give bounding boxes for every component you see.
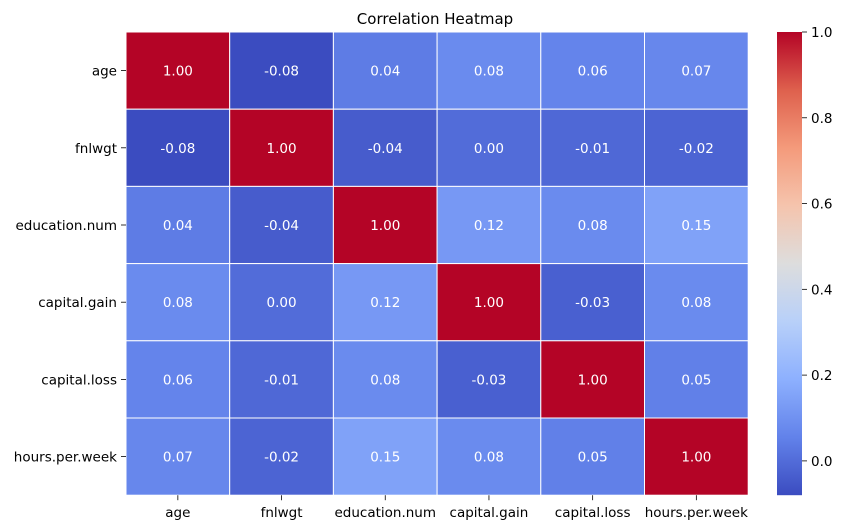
cell-value-label: 0.15 xyxy=(370,450,400,466)
colorbar-tick-label: 0.2 xyxy=(811,368,832,384)
heatmap-cell xyxy=(332,263,438,342)
heatmap-cell xyxy=(436,263,542,342)
cell-value-label: 0.08 xyxy=(474,64,504,80)
x-tick-label: age xyxy=(165,505,190,521)
cell-value-label: 1.00 xyxy=(267,141,297,157)
cell-value-label: 0.07 xyxy=(163,450,193,466)
cell-value-label: 1.00 xyxy=(681,450,711,466)
cell-value-label: 0.08 xyxy=(681,295,711,311)
x-tick-label: hours.per.week xyxy=(645,505,748,521)
heatmap-cell xyxy=(436,340,542,419)
heatmap-cell xyxy=(540,340,645,419)
cell-value-label: 0.04 xyxy=(163,218,193,234)
heatmap-cell xyxy=(125,263,231,342)
cell-value-label: 1.00 xyxy=(578,372,608,388)
x-axis-tick-labels: age fnlwgt education.num capital.gain capita… xyxy=(165,495,748,521)
heatmap-cell xyxy=(229,263,334,342)
y-tick-label: age xyxy=(92,64,117,80)
x-tick-label: education.num xyxy=(334,505,436,521)
heatmap-cell xyxy=(125,31,231,110)
cell-value-label: 0.08 xyxy=(163,295,193,311)
cell-value-label: 0.08 xyxy=(474,450,504,466)
cell-value-label: 0.06 xyxy=(578,64,608,80)
colorbar-tick-label: 0.6 xyxy=(811,197,832,213)
heatmap-cell xyxy=(229,31,334,110)
cell-value-label: 1.00 xyxy=(370,218,400,234)
cell-value-label: -0.03 xyxy=(471,372,506,388)
cell-value-label: -0.08 xyxy=(264,64,299,80)
heatmap-cell xyxy=(436,31,542,110)
chart-title: Correlation Heatmap xyxy=(357,10,513,28)
cell-value-label: -0.02 xyxy=(679,141,714,157)
y-axis-tick-labels: age fnlwgt education.num capital.gain capita… xyxy=(14,64,126,466)
cell-value-label: -0.01 xyxy=(575,141,610,157)
cell-value-label: 1.00 xyxy=(474,295,504,311)
cell-value-label: -0.08 xyxy=(160,141,195,157)
heatmap-cell xyxy=(644,263,749,342)
heatmap-cell xyxy=(644,31,749,110)
cell-value-label: 0.00 xyxy=(474,141,504,157)
colorbar-tick-label: 1.0 xyxy=(811,25,832,41)
cell-value-label: 0.04 xyxy=(370,64,400,80)
x-tick-label: fnlwgt xyxy=(261,505,303,521)
y-tick-label: capital.gain xyxy=(38,295,117,311)
cell-value-label: 0.08 xyxy=(578,218,608,234)
cell-value-label: 0.05 xyxy=(578,450,608,466)
heatmap-cell xyxy=(644,108,749,187)
y-tick-label: capital.loss xyxy=(41,372,117,388)
heatmap-cell xyxy=(540,185,645,265)
heatmap-cell xyxy=(332,31,438,110)
cell-value-label: -0.02 xyxy=(264,450,299,466)
cell-value-label: 0.12 xyxy=(370,295,400,311)
colorbar-gradient xyxy=(777,32,802,496)
cell-value-label: 0.12 xyxy=(474,218,504,234)
cell-value-label: 1.00 xyxy=(163,64,193,80)
y-tick-label: fnlwgt xyxy=(75,141,117,157)
cell-value-label: 0.08 xyxy=(370,372,400,388)
heatmap-cell xyxy=(125,185,231,265)
heatmap-cell xyxy=(229,108,334,187)
cell-value-label: 0.07 xyxy=(681,64,711,80)
colorbar-tick-label: 0.0 xyxy=(811,454,832,470)
heatmap-cell xyxy=(332,340,438,419)
x-tick-label: capital.loss xyxy=(555,505,631,521)
cell-value-label: -0.04 xyxy=(264,218,299,234)
x-tick-label: capital.gain xyxy=(450,505,529,521)
heatmap-cell xyxy=(229,185,334,265)
heatmap-cell xyxy=(540,417,645,496)
heatmap-cell xyxy=(540,263,645,342)
colorbar-tick-label: 0.8 xyxy=(811,111,832,127)
heatmap-cell xyxy=(644,185,749,265)
heatmap-cell xyxy=(644,417,749,496)
heatmap-cells: 1.00 -0.08 0.04 0.08 0.06 0.07 -0.08 1.00 -0.04 0… xyxy=(125,31,749,496)
heatmap-cell xyxy=(644,340,749,419)
y-tick-label: hours.per.week xyxy=(14,450,117,466)
colorbar: 0.0 0.2 0.4 0.6 0.8 1.0 xyxy=(777,25,832,496)
y-tick-label: education.num xyxy=(15,218,117,234)
heatmap-cell xyxy=(125,417,231,496)
heatmap-cell xyxy=(436,185,542,265)
colorbar-tick-label: 0.4 xyxy=(811,282,832,298)
heatmap-cell xyxy=(125,340,231,419)
cell-value-label: 0.00 xyxy=(267,295,297,311)
heatmap-cell xyxy=(540,31,645,110)
heatmap-cell xyxy=(436,108,542,187)
heatmap-cell xyxy=(332,185,438,265)
cell-value-label: -0.01 xyxy=(264,372,299,388)
cell-value-label: 0.05 xyxy=(681,372,711,388)
cell-value-label: 0.15 xyxy=(681,218,711,234)
cell-value-label: -0.03 xyxy=(575,295,610,311)
cell-value-label: 0.06 xyxy=(163,372,193,388)
cell-value-label: -0.04 xyxy=(368,141,403,157)
